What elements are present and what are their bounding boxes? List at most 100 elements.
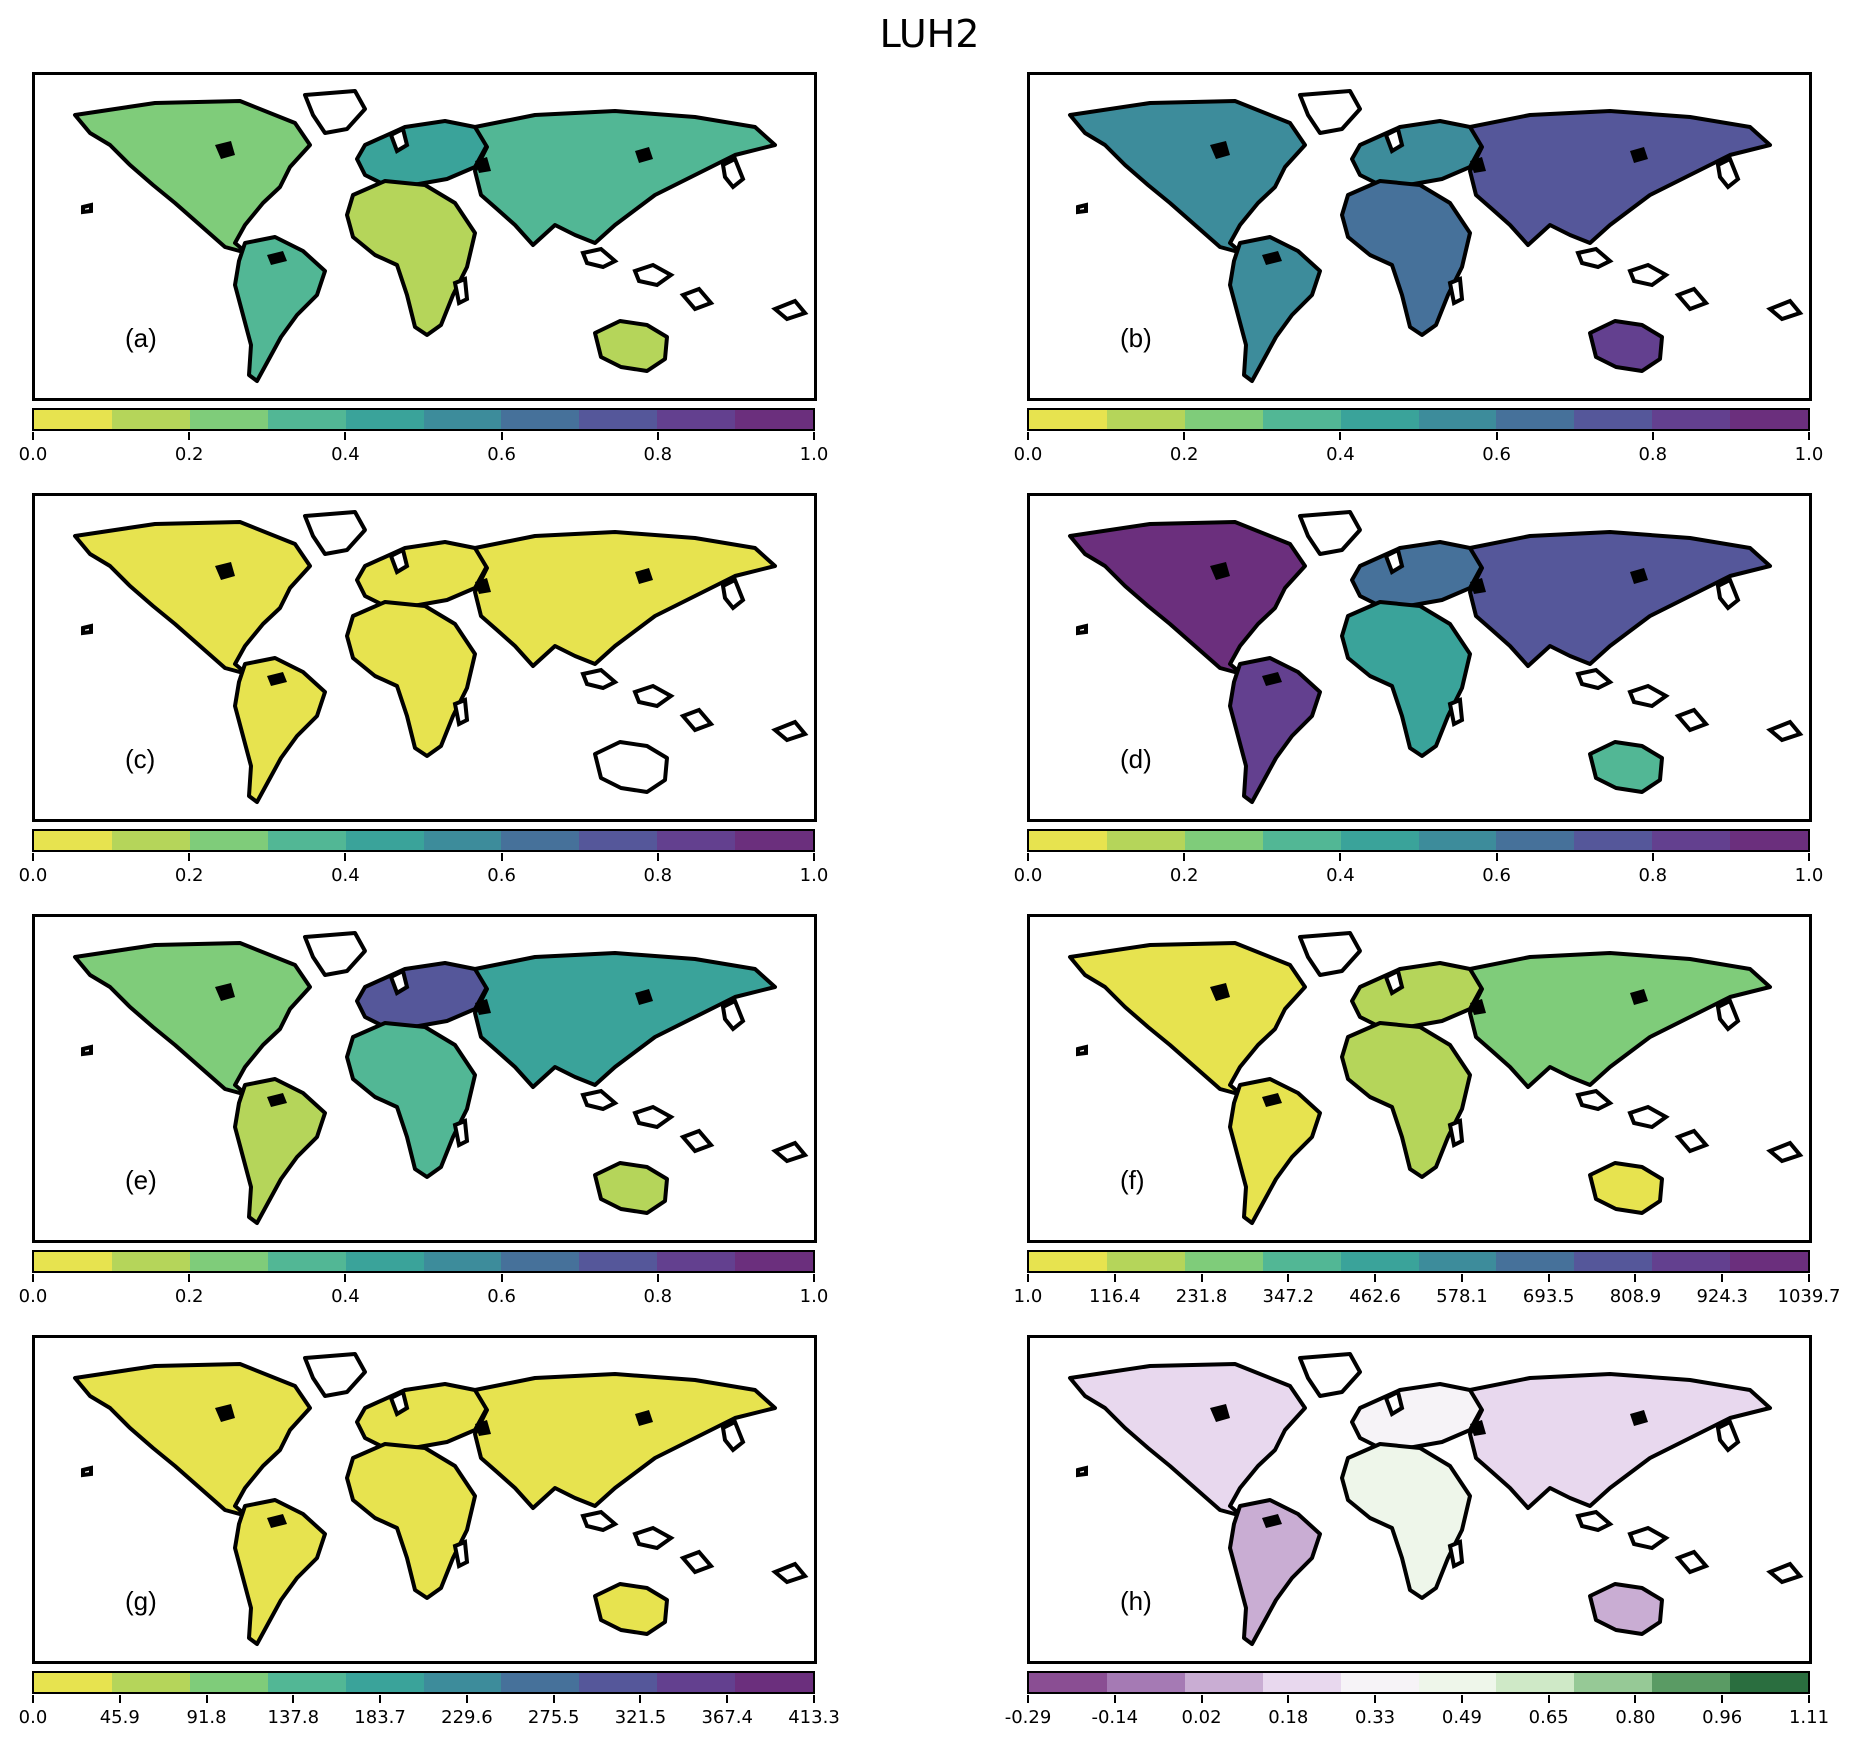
colorbar-segment	[267, 1252, 346, 1271]
tick-mark	[1027, 1274, 1029, 1282]
tick-mark	[1027, 853, 1029, 861]
island-outline	[1627, 262, 1670, 288]
tick-label: -0.14	[1091, 1707, 1139, 1728]
tick-mark	[500, 853, 503, 861]
island-outline	[720, 156, 746, 190]
tick-label: 0.6	[1482, 444, 1511, 465]
north-america-region	[73, 520, 312, 676]
tick-mark	[344, 1274, 347, 1282]
tick-label: 0.6	[487, 444, 516, 465]
colorbar-segment	[579, 410, 658, 429]
tick-label: 1039.7	[1777, 1286, 1841, 1307]
tick-label: 183.7	[354, 1707, 406, 1728]
tick-mark	[379, 1695, 382, 1703]
tick-mark	[1200, 1274, 1203, 1282]
tick-label: 1.0	[799, 1286, 829, 1307]
colorbar	[1027, 408, 1810, 431]
south-america-region	[1228, 235, 1322, 383]
tick-mark	[1287, 1695, 1290, 1703]
tick-label: 45.9	[99, 1707, 140, 1728]
panel-g: (g) 0.0 45.9 91.8 137.8 183.7 229.6 275.5 321.5 3…	[19, 1335, 840, 1730]
lake-outline	[1470, 578, 1486, 594]
panel-c: (c) 0.0 0.2 0.4 0.6 0.8 1.0	[19, 493, 828, 888]
island-outline	[81, 1465, 93, 1478]
island-outline	[452, 697, 470, 727]
colorbar-segment	[111, 831, 190, 850]
panel-d: (d) 0.0 0.2 0.4 0.6 0.8 1.0	[1014, 493, 1823, 888]
europe-region	[1350, 540, 1484, 608]
island-outline	[1715, 998, 1741, 1032]
lake-outline	[635, 568, 653, 584]
tick-label: 116.4	[1089, 1286, 1141, 1307]
greenland-region	[303, 931, 367, 977]
tick-mark	[1113, 1274, 1116, 1282]
colorbar-segment	[1106, 831, 1185, 850]
africa-region	[345, 179, 477, 337]
island-outline	[632, 262, 675, 288]
colorbar	[32, 408, 815, 431]
island-outline	[452, 1118, 470, 1148]
colorbar-segment	[1496, 410, 1575, 429]
lake-outline	[215, 141, 235, 159]
colorbar-segment	[34, 831, 112, 850]
tick-label: 0.0	[18, 1286, 48, 1307]
north-america-region	[73, 99, 312, 255]
colorbar-segment	[189, 1673, 268, 1692]
europe-region	[355, 961, 489, 1029]
north-america-region	[73, 1362, 312, 1518]
australia-region	[593, 740, 669, 794]
island-outline	[388, 547, 410, 575]
island-outline	[388, 126, 410, 154]
panel-e: (e) 0.0 0.2 0.4 0.6 0.8 1.0	[19, 914, 828, 1309]
tick-mark	[188, 1274, 191, 1282]
tick-mark	[1808, 1695, 1810, 1703]
lake-outline	[635, 989, 653, 1005]
map-frame: (h)	[1027, 1335, 1812, 1664]
tick-mark	[1808, 1274, 1810, 1282]
tick-mark	[1339, 853, 1342, 861]
tick-label: 0.2	[1169, 444, 1199, 465]
lake-outline	[215, 1404, 235, 1422]
asia-region	[1468, 109, 1772, 247]
lake-outline	[635, 1410, 653, 1426]
greenland-region	[1298, 931, 1362, 977]
tick-label: 0.65	[1528, 1707, 1569, 1728]
map-frame: (d)	[1027, 493, 1812, 822]
south-america-region	[233, 1498, 327, 1646]
lake-outline	[1210, 983, 1230, 1001]
tick-label: 1.0	[1794, 865, 1824, 886]
australia-region	[1588, 740, 1664, 794]
island-outline	[580, 246, 619, 270]
tick-mark	[500, 432, 503, 440]
colorbar-segment	[1574, 1252, 1653, 1271]
asia-region	[1468, 951, 1772, 1089]
island-outline	[1076, 1465, 1088, 1478]
colorbar-segment	[501, 1673, 580, 1692]
europe-region	[1350, 119, 1484, 187]
lake-outline	[1262, 672, 1282, 686]
colorbar-segment	[1029, 1252, 1107, 1271]
tick-mark	[1113, 1695, 1116, 1703]
colorbar	[32, 829, 815, 852]
panel-a: (a) 0.0 0.2 0.4 0.6 0.8 1.0	[19, 72, 828, 467]
asia-region	[473, 1372, 777, 1510]
tick-label: 0.18	[1268, 1707, 1309, 1728]
tick-mark	[813, 1695, 815, 1703]
colorbar-segment	[189, 831, 268, 850]
island-outline	[1715, 156, 1741, 190]
tick-label: 0.8	[1638, 444, 1668, 465]
colorbar-segment	[345, 1252, 424, 1271]
tick-mark	[205, 1695, 208, 1703]
greenland-region	[303, 89, 367, 135]
island-outline	[720, 1419, 746, 1453]
tick-label: 0.6	[487, 1286, 516, 1307]
colorbar-segment	[1730, 410, 1809, 429]
north-america-region	[1068, 99, 1307, 255]
colorbar-segment	[657, 1673, 736, 1692]
island-outline	[452, 276, 470, 306]
tick-label: 0.8	[643, 444, 673, 465]
island-outline	[1627, 1525, 1670, 1551]
island-outline	[1383, 126, 1405, 154]
panel-label: (g)	[125, 1586, 157, 1616]
australia-region	[593, 1582, 669, 1636]
